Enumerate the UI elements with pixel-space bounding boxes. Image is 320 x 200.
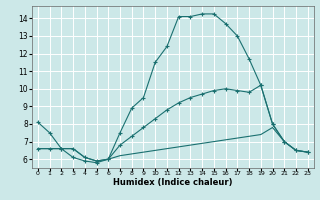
X-axis label: Humidex (Indice chaleur): Humidex (Indice chaleur) (113, 178, 233, 187)
